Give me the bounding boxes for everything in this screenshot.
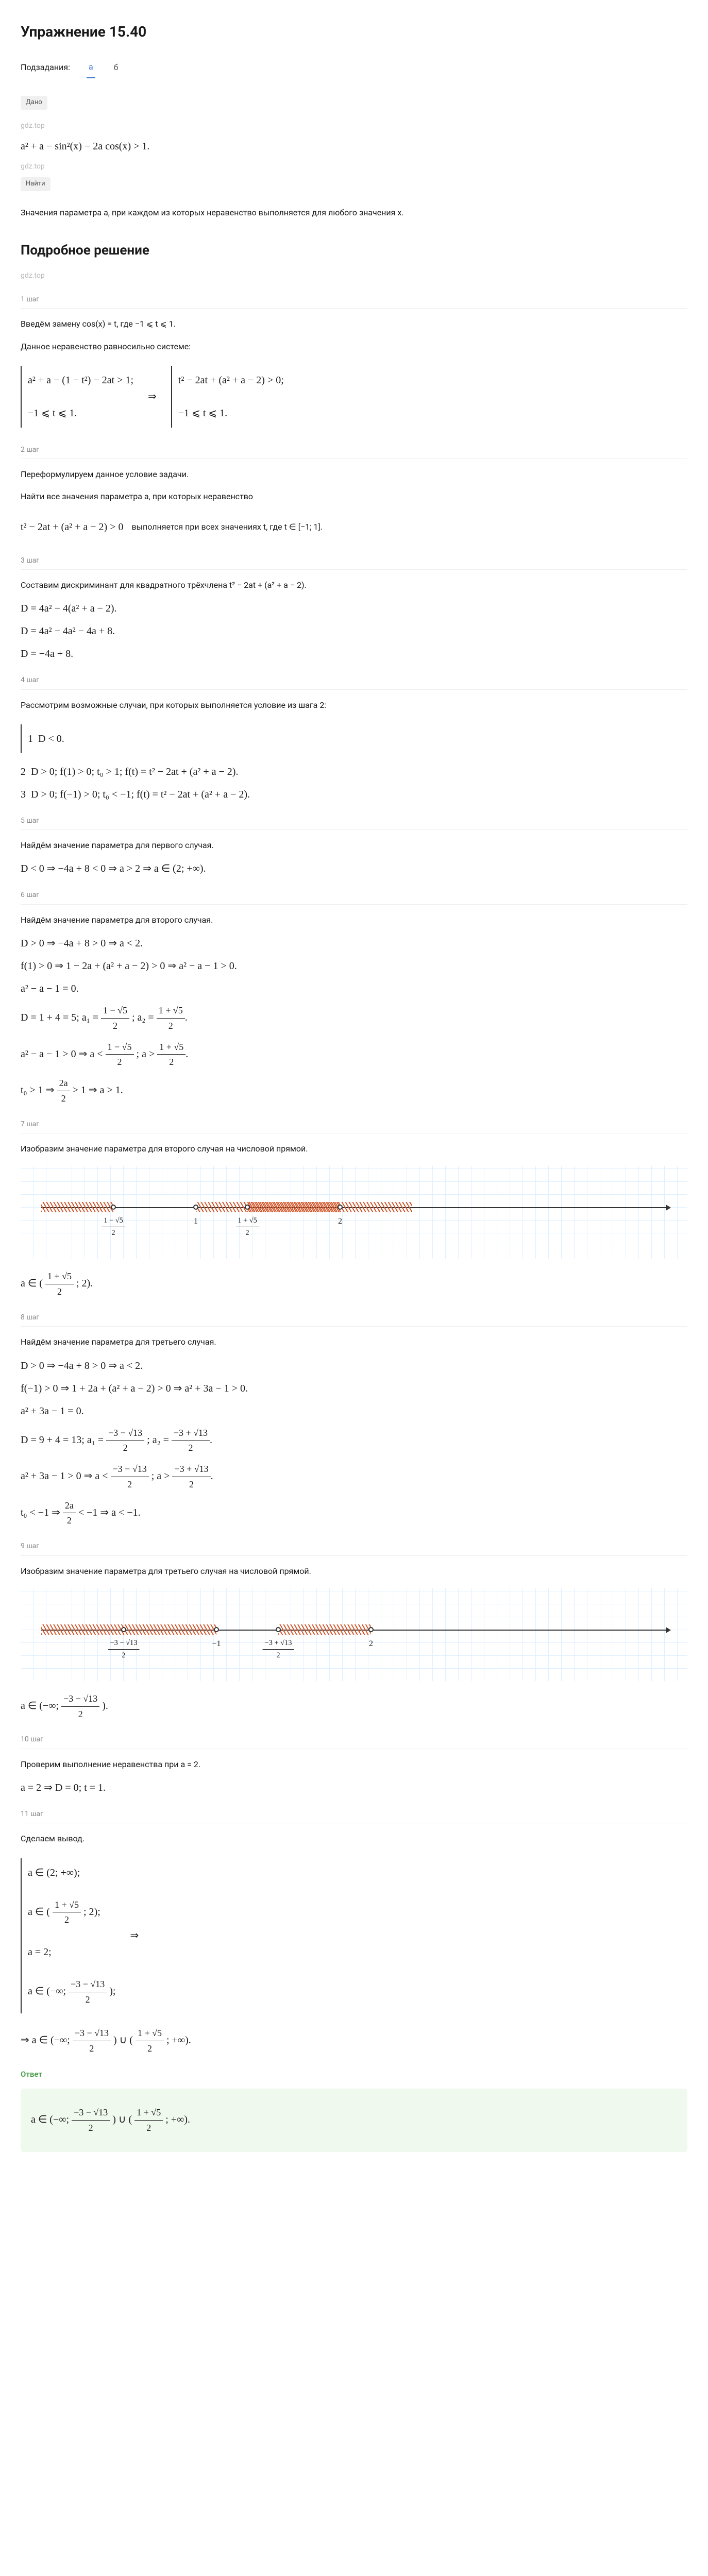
step-1-label: 1 шаг bbox=[21, 294, 687, 309]
sys-right-2: −1 ⩽ t ⩽ 1. bbox=[178, 405, 284, 421]
step-8-f2: f(−1) > 0 ⇒ 1 + 2a + (a² + a − 2) > 0 ⇒ … bbox=[21, 1380, 687, 1397]
step-2-text3: выполняется при всех значениях t, где t … bbox=[131, 520, 322, 534]
step-8-text: Найдём значение параметра для третьего с… bbox=[21, 1335, 687, 1349]
answer-formula: a ∈ (−∞; −3 − √132 ) ∪ ( 1 + √52 ; +∞). bbox=[31, 2105, 677, 2136]
step-8-f5: a² + 3a − 1 > 0 ⇒ a < −3 − √132 ; a > −3… bbox=[21, 1462, 687, 1492]
step-5-formula: D < 0 ⇒ −4a + 8 < 0 ⇒ a > 2 ⇒ a ∈ (2; +∞… bbox=[21, 860, 687, 877]
step-6-f2: f(1) > 0 ⇒ 1 − 2a + (a² + a − 2) > 0 ⇒ a… bbox=[21, 958, 687, 974]
union-4: a ∈ (−∞; −3 − √132 ); bbox=[28, 1977, 115, 2007]
number-line-2: −3 − √132 −1 −3 + √132 2 bbox=[21, 1588, 687, 1681]
find-badge: Найти bbox=[21, 177, 50, 191]
step-11-text: Сделаем вывод. bbox=[21, 1832, 687, 1845]
step-11-label: 11 шаг bbox=[21, 1808, 687, 1823]
step-11-conclusion: ⇒ a ∈ (−∞; −3 − √132 ) ∪ ( 1 + √52 ; +∞)… bbox=[21, 2026, 687, 2056]
step-6-f5: a² − a − 1 > 0 ⇒ a < 1 − √52 ; a > 1 + √… bbox=[21, 1040, 687, 1070]
step-4-text: Рассмотрим возможные случаи, при которых… bbox=[21, 698, 687, 712]
step-2-text2: Найти все значения параметра a, при кото… bbox=[21, 489, 687, 503]
step-9-text: Изобразим значение параметра для третьег… bbox=[21, 1564, 687, 1578]
step-5-label: 5 шаг bbox=[21, 815, 687, 830]
step-9-label: 9 шаг bbox=[21, 1540, 687, 1555]
number-line-1: 1 − √52 1 1 + √52 2 bbox=[21, 1166, 687, 1259]
sys-right-1: t² − 2at + (a² + a − 2) > 0; bbox=[178, 372, 284, 388]
subtasks-row: Подзадания: а б bbox=[21, 56, 687, 79]
step-6-f6: t₀ > 1 ⇒ 2a2 > 1 ⇒ a > 1. bbox=[21, 1076, 687, 1106]
step-2-label: 2 шаг bbox=[21, 444, 687, 459]
watermark: gdz.top bbox=[21, 120, 687, 131]
implies-arrow: ⇒ bbox=[148, 388, 157, 405]
case-3: 3 D > 0; f(−1) > 0; t₀ < −1; f(t) = t² −… bbox=[21, 786, 687, 803]
step-3-d1: D = 4a² − 4(a² + a − 2). bbox=[21, 600, 687, 617]
given-badge: Дано bbox=[21, 96, 47, 110]
step-9-result: a ∈ (−∞; −3 − √132 ). bbox=[21, 1691, 687, 1722]
given-formula: a² + a − sin²(x) − 2a cos(x) > 1. bbox=[21, 138, 687, 155]
step-3-label: 3 шаг bbox=[21, 555, 687, 570]
implies-arrow: ⇒ bbox=[130, 1927, 139, 1944]
find-text: Значения параметра a, при каждом из кото… bbox=[21, 206, 687, 219]
step-7-label: 7 шаг bbox=[21, 1118, 687, 1133]
step-5-text: Найдём значение параметра для первого сл… bbox=[21, 838, 687, 852]
step-4-label: 4 шаг bbox=[21, 674, 687, 689]
step-1-system: a² + a − (1 − t²) − 2at > 1; −1 ⩽ t ⩽ 1.… bbox=[21, 362, 687, 432]
step-6-label: 6 шаг bbox=[21, 889, 687, 904]
sys-left-1: a² + a − (1 − t²) − 2at > 1; bbox=[28, 372, 133, 388]
step-8-f3: a² + 3a − 1 = 0. bbox=[21, 1403, 687, 1419]
step-8-f6: t₀ < −1 ⇒ 2a2 < −1 ⇒ a < −1. bbox=[21, 1498, 687, 1529]
step-2-formula: t² − 2at + (a² + a − 2) > 0 bbox=[21, 519, 123, 535]
step-8-f1: D > 0 ⇒ −4a + 8 > 0 ⇒ a < 2. bbox=[21, 1358, 687, 1374]
answer-label: Ответ bbox=[21, 2068, 687, 2080]
step-6-text: Найдём значение параметра для второго сл… bbox=[21, 913, 687, 927]
step-3-text: Составим дискриминант для квадратного тр… bbox=[21, 578, 687, 592]
step-8-label: 8 шаг bbox=[21, 1312, 687, 1327]
union-2: a ∈ ( 1 + √52 ; 2); bbox=[28, 1897, 115, 1928]
union-1: a ∈ (2; +∞); bbox=[28, 1865, 115, 1881]
watermark: gdz.top bbox=[21, 161, 687, 172]
subtasks-label: Подзадания: bbox=[21, 61, 70, 74]
step-7-result: a ∈ ( 1 + √52 ; 2). bbox=[21, 1269, 687, 1299]
case-1: 1 D < 0. bbox=[28, 731, 64, 747]
step-7-text: Изобразим значение параметра для второго… bbox=[21, 1142, 687, 1156]
step-10-formula: a = 2 ⇒ D = 0; t = 1. bbox=[21, 1780, 687, 1796]
step-10-text: Проверим выполнение неравенства при a = … bbox=[21, 1757, 687, 1771]
answer-box: a ∈ (−∞; −3 − √132 ) ∪ ( 1 + √52 ; +∞). bbox=[21, 2089, 687, 2152]
step-6-f1: D > 0 ⇒ −4a + 8 > 0 ⇒ a < 2. bbox=[21, 935, 687, 952]
subtask-tab-a[interactable]: а bbox=[87, 56, 95, 79]
exercise-title: Упражнение 15.40 bbox=[21, 21, 687, 44]
watermark: gdz.top bbox=[21, 270, 687, 281]
step-2-text: Переформулируем данное условие задачи. bbox=[21, 467, 687, 481]
case-2: 2 D > 0; f(1) > 0; t₀ > 1; f(t) = t² − 2… bbox=[21, 764, 687, 780]
step-3-d2: D = 4a² − 4a² − 4a + 8. bbox=[21, 623, 687, 639]
step-1-intro: Введём замену cos(x) = t, где −1 ⩽ t ⩽ 1… bbox=[21, 317, 687, 331]
union-3: a = 2; bbox=[28, 1944, 115, 1960]
solution-title: Подробное решение bbox=[21, 240, 687, 262]
step-11-union: a ∈ (2; +∞); a ∈ ( 1 + √52 ; 2); a = 2; … bbox=[21, 1854, 687, 2018]
step-8-f4: D = 9 + 4 = 13; a₁ = −3 − √132 ; a₂ = −3… bbox=[21, 1426, 687, 1456]
subtask-tab-b[interactable]: б bbox=[112, 57, 121, 78]
step-6-f4: D = 1 + 4 = 5; a₁ = 1 − √52 ; a₂ = 1 + √… bbox=[21, 1003, 687, 1033]
step-1-text: Данное неравенство равносильно системе: bbox=[21, 340, 687, 353]
sys-left-2: −1 ⩽ t ⩽ 1. bbox=[28, 405, 133, 421]
step-3-d3: D = −4a + 8. bbox=[21, 646, 687, 662]
step-6-f3: a² − a − 1 = 0. bbox=[21, 980, 687, 997]
step-10-label: 10 шаг bbox=[21, 1734, 687, 1749]
